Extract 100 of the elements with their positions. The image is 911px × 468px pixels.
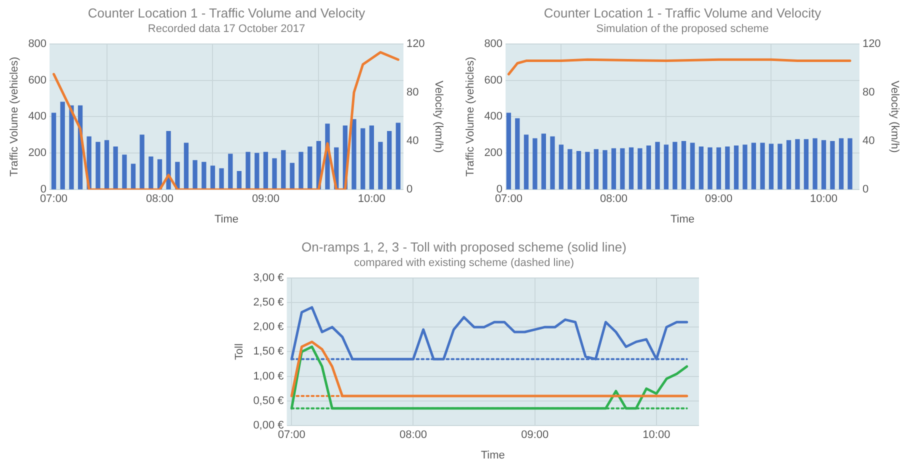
y-axis-title: Traffic Volume (vehicles)	[8, 56, 21, 177]
bar	[602, 150, 608, 190]
bar	[298, 152, 304, 190]
y2-tick-label: 80	[862, 86, 875, 98]
bar	[576, 151, 582, 190]
y-tick-label: 200	[484, 147, 503, 160]
y-tick-label: 600	[28, 74, 47, 86]
bar	[795, 139, 800, 190]
y-tick-label: 0	[40, 184, 47, 196]
y-tick-label: 2,50 €	[253, 296, 284, 308]
x-tick-label: 09:00	[704, 193, 732, 206]
bar	[821, 140, 826, 190]
bar	[175, 162, 180, 190]
chart-title: Counter Location 1 - Traffic Volume and Velocity	[544, 5, 822, 20]
bar	[130, 164, 136, 190]
bar	[378, 142, 383, 190]
bar	[236, 171, 242, 190]
bar	[568, 149, 572, 190]
x-tick-label: 07:00	[278, 429, 306, 442]
bar	[369, 125, 374, 190]
bar	[51, 112, 56, 190]
bar	[690, 142, 695, 190]
bar	[646, 146, 652, 190]
x-tick-label: 08:00	[600, 193, 628, 206]
y-tick-label: 1,00 €	[253, 370, 284, 382]
bar	[848, 138, 852, 190]
x-axis-title: Time	[480, 449, 505, 462]
bar	[812, 138, 818, 190]
y-tick-label: 1,50 €	[253, 346, 284, 358]
bar	[515, 118, 520, 190]
bar	[360, 128, 366, 190]
bar	[620, 148, 625, 190]
bar	[184, 142, 189, 190]
bar	[760, 142, 765, 190]
bar	[838, 138, 844, 190]
bar	[396, 122, 400, 190]
x-tick-label: 09:00	[521, 429, 549, 442]
y2-axis-title: Velocity (km/h)	[432, 80, 444, 153]
y-tick-label: 200	[28, 147, 47, 160]
x-tick-label: 10:00	[810, 193, 838, 206]
chart-subtitle: Recorded data 17 October 2017	[148, 23, 306, 36]
bar	[725, 146, 730, 190]
bar	[352, 119, 356, 190]
bar	[60, 102, 65, 190]
bar	[638, 148, 642, 190]
bar	[664, 144, 669, 190]
bar	[681, 140, 686, 190]
y-tick-label: 800	[28, 38, 47, 50]
y2-tick-label: 40	[406, 135, 419, 148]
bar	[228, 154, 233, 190]
bar	[202, 162, 206, 190]
x-tick-label: 07:00	[494, 193, 522, 206]
bar	[558, 144, 564, 190]
x-axis-title: Time	[214, 213, 239, 226]
bar	[281, 150, 286, 190]
y2-tick-label: 120	[406, 38, 425, 50]
chart-title: On-ramps 1, 2, 3 - Toll with proposed scheme (solid line)	[302, 239, 626, 254]
x-tick-label: 10:00	[358, 193, 386, 206]
chart-subtitle: compared with existing scheme (dashed line)	[354, 257, 574, 270]
bar	[830, 140, 835, 190]
y-tick-label: 0	[496, 184, 503, 196]
bar	[272, 158, 277, 190]
bar	[246, 152, 250, 190]
bar	[751, 142, 756, 190]
bar	[768, 144, 774, 190]
chart-title: Counter Location 1 - Traffic Volume and Velocity	[88, 5, 366, 20]
bar	[594, 149, 599, 190]
y2-tick-label: 80	[406, 86, 419, 98]
bar	[628, 147, 634, 190]
bar	[210, 166, 216, 190]
bar	[716, 147, 722, 190]
bar	[387, 130, 392, 190]
bar	[655, 142, 660, 190]
bar	[219, 168, 224, 190]
bar	[550, 136, 555, 190]
y-tick-label: 0,50 €	[253, 395, 284, 407]
x-tick-label: 09:00	[252, 193, 280, 206]
bar	[148, 156, 154, 190]
bar	[804, 139, 809, 190]
bar	[113, 146, 118, 190]
bar	[611, 148, 616, 190]
y-axis-title: Traffic Volume (vehicles)	[464, 56, 477, 177]
y-tick-label: 600	[484, 74, 503, 86]
bar	[166, 130, 171, 190]
y2-tick-label: 0	[406, 184, 413, 196]
y-tick-label: 0,00 €	[253, 420, 284, 432]
bar	[742, 144, 748, 190]
bar	[506, 112, 512, 190]
x-tick-label: 08:00	[399, 429, 428, 442]
y-tick-label: 400	[484, 110, 503, 123]
y-tick-label: 800	[484, 38, 503, 50]
y-tick-label: 400	[28, 110, 47, 123]
y2-tick-label: 40	[862, 135, 875, 148]
y2-tick-label: 0	[862, 184, 869, 196]
y-axis-title: Toll	[234, 343, 246, 360]
bar	[308, 146, 312, 190]
bar	[698, 146, 704, 190]
x-axis-title: Time	[670, 213, 695, 226]
bar	[708, 147, 712, 190]
bar	[263, 152, 268, 190]
